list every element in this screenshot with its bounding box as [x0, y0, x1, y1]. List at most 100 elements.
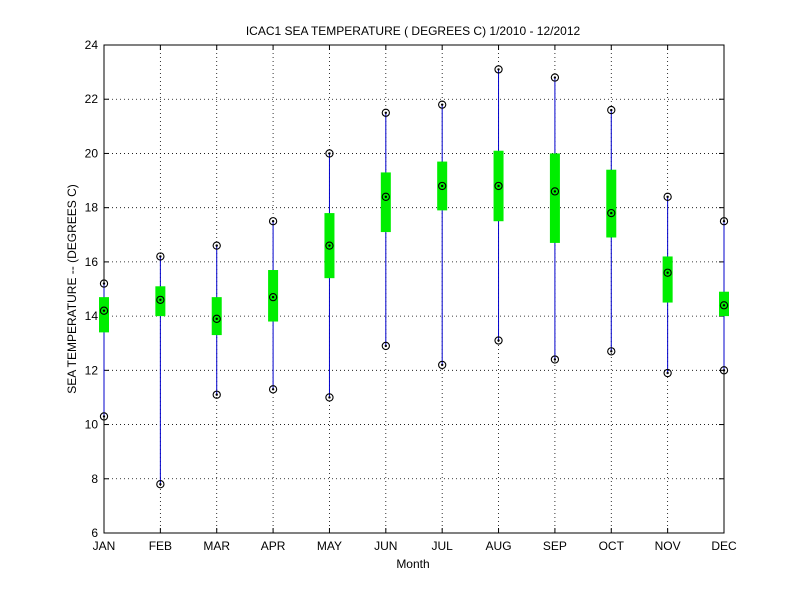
whisker-max-marker	[663, 192, 672, 201]
whisker-min-marker	[156, 480, 165, 489]
grid-lines	[104, 45, 724, 533]
y-axis-ticks: 6 8 10 12 14 16 18 20 22 24	[85, 38, 724, 540]
whisker-max-marker	[494, 65, 503, 74]
plot-area-frame	[103, 44, 725, 534]
whisker-min-marker	[268, 385, 278, 394]
x-axis-ticks: JAN FEB MAR APR MAY JUN JUL AUG SEP OCT NOV DEC	[93, 45, 737, 553]
whisker-max-marker	[607, 105, 616, 115]
whisker-max-marker-dot	[553, 76, 557, 79]
box-apr	[268, 217, 279, 394]
whisker-max-marker	[381, 108, 390, 117]
box-nov	[662, 192, 673, 378]
chart-title: ICAC1 SEA TEMPERATURE ( DEGREES C) 1/201…	[246, 24, 581, 38]
box-aug	[493, 65, 504, 345]
whisker-min-marker-dot	[722, 369, 726, 372]
median-marker-dot	[497, 184, 500, 188]
median-marker	[268, 292, 278, 302]
median-marker-dot	[271, 295, 275, 299]
iqr-box	[549, 153, 560, 243]
box-jul	[437, 100, 448, 370]
y-tick-label: 8	[91, 472, 98, 486]
whisker-max-marker-dot	[215, 244, 218, 247]
x-tick-label: AUG	[486, 539, 512, 553]
y-tick-label: 16	[85, 255, 99, 269]
whisker-max-marker	[719, 217, 729, 226]
whisker-max-marker	[325, 149, 334, 158]
median-marker	[99, 306, 109, 315]
x-tick-label: FEB	[149, 539, 172, 553]
median-marker-dot	[384, 195, 388, 199]
box-jun	[380, 108, 391, 351]
median-marker-dot	[440, 184, 444, 188]
x-tick-label: NOV	[655, 539, 681, 553]
box-dec	[719, 217, 729, 375]
whisker-min-marker-dot	[384, 344, 388, 348]
iqr-box	[268, 270, 279, 322]
whisker-max-marker	[550, 73, 560, 82]
median-marker-dot	[159, 298, 162, 302]
whisker-min-marker-dot	[666, 371, 669, 375]
whisker-min-marker-dot	[271, 388, 275, 391]
median-marker-dot	[553, 190, 557, 193]
median-marker	[381, 192, 390, 201]
whisker-min-marker-dot	[159, 483, 162, 486]
box-may	[324, 149, 335, 402]
whisker-max-marker-dot	[102, 282, 106, 285]
y-tick-label: 22	[85, 92, 99, 106]
median-marker	[156, 295, 165, 304]
median-marker	[550, 187, 560, 196]
whisker-min-marker	[607, 347, 616, 356]
whisker-min-marker	[663, 368, 672, 378]
median-marker	[438, 181, 447, 191]
iqr-box	[662, 256, 673, 303]
whisker-max-marker-dot	[384, 111, 388, 114]
whisker-max-marker-dot	[159, 255, 162, 258]
x-tick-label: DEC	[711, 539, 737, 553]
whisker-max-marker	[438, 100, 447, 109]
whisker-max-marker-dot	[497, 68, 500, 71]
y-tick-label: 14	[85, 309, 99, 323]
whisker-max-marker-dot	[722, 220, 726, 223]
x-tick-label: JUL	[432, 539, 454, 553]
whisker-min-marker	[438, 360, 447, 370]
y-tick-label: 20	[85, 146, 99, 160]
median-marker-dot	[328, 244, 331, 247]
median-marker	[719, 301, 729, 310]
median-marker-dot	[102, 309, 106, 312]
x-tick-label: MAR	[203, 539, 230, 553]
x-axis-label: Month	[396, 557, 429, 571]
whisker-min-marker	[550, 355, 560, 364]
iqr-box	[380, 172, 391, 233]
whisker-min-marker-dot	[215, 393, 218, 396]
median-marker-dot	[666, 271, 669, 274]
whisker-max-marker	[268, 217, 278, 226]
y-tick-label: 24	[85, 38, 99, 52]
y-tick-label: 6	[91, 526, 98, 540]
whisker-max-marker	[212, 241, 221, 250]
median-marker	[607, 208, 616, 218]
median-marker	[325, 241, 334, 250]
y-tick-label: 10	[85, 418, 99, 432]
box-oct	[606, 105, 617, 356]
whisker-min-marker-dot	[440, 363, 444, 367]
median-marker-dot	[610, 211, 613, 215]
whisker-min-marker-dot	[553, 358, 557, 361]
whisker-max-marker-dot	[328, 152, 331, 155]
whisker-max-marker-dot	[440, 103, 444, 106]
whisker-max-marker-dot	[271, 220, 275, 223]
whisker-min-marker-dot	[102, 415, 106, 418]
box-series	[99, 65, 729, 489]
box-feb	[155, 252, 166, 489]
box-sep	[549, 73, 560, 364]
whisker-min-marker	[719, 366, 729, 375]
x-tick-label: JUN	[374, 539, 397, 553]
box-jan	[99, 279, 109, 421]
box-mar	[211, 241, 222, 399]
whisker-min-marker-dot	[610, 350, 613, 353]
median-marker	[212, 314, 221, 323]
whisker-min-marker	[325, 393, 334, 402]
median-marker-dot	[215, 317, 218, 321]
whisker-min-marker	[494, 336, 503, 345]
whisker-max-marker-dot	[666, 195, 669, 199]
